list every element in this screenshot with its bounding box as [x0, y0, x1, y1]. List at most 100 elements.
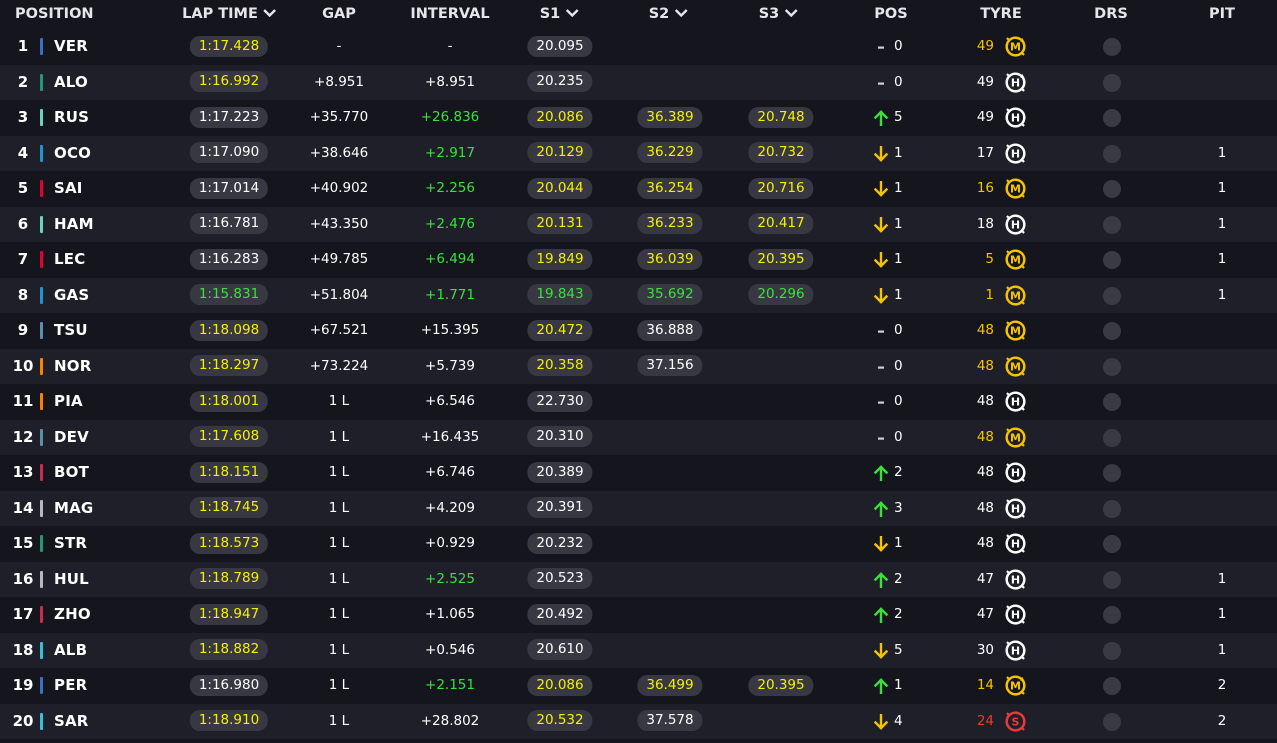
driver-code[interactable]: ALB [54, 640, 88, 659]
tyre-age: 47 [976, 606, 994, 622]
lap-time: 1:18.947 [189, 603, 269, 625]
position-number: 15 [12, 534, 34, 552]
header-s2[interactable]: S2 [649, 0, 688, 28]
lap-time-cell: 1:18.573 [189, 526, 269, 562]
table-row[interactable]: 2 ALO 1:16.992 +8.951 +8.951 20.235 0 49 H [0, 64, 1277, 100]
gap-value: +38.646 [309, 144, 369, 161]
interval-value: - [447, 38, 453, 54]
table-row[interactable]: 8 GAS 1:15.831 +51.804 +1.771 19.843 35.692 20.… [0, 277, 1277, 313]
team-color-bar [40, 357, 43, 375]
sector-1-time-cell: 22.730 [527, 384, 593, 420]
driver-code[interactable]: GAS [54, 285, 90, 304]
tyre-age: 30 [976, 641, 994, 658]
table-row[interactable]: 13 BOT 1:18.151 1 L +6.746 20.389 2 48 H [0, 455, 1277, 491]
interval-value: +28.802 [420, 712, 480, 729]
position-change-value: 5 [894, 641, 903, 658]
sector-2-time: 36.233 [637, 213, 703, 234]
header-s1[interactable]: S1 [540, 0, 579, 28]
team-color-bar [40, 464, 43, 481]
driver-code[interactable]: LEC [54, 250, 86, 268]
table-row[interactable]: 20 SAR 1:18.910 1 L +28.802 20.532 37.578 4 24 S 2 [0, 703, 1277, 739]
driver-code[interactable]: SAR [54, 711, 89, 730]
table-row[interactable]: 16 HUL 1:18.789 1 L +2.525 20.523 2 47 H 1 [0, 561, 1277, 597]
position-number: 6 [17, 214, 29, 233]
driver-code[interactable]: DEV [54, 427, 89, 446]
table-row[interactable]: 9 TSU 1:18.098 +67.521 +15.395 20.472 36.888 0 4… [0, 313, 1277, 349]
table-row[interactable]: 14 MAG 1:18.745 1 L +4.209 20.391 3 48 H [0, 490, 1277, 527]
sector-3-time-cell: 20.748 [748, 100, 814, 136]
table-row[interactable]: 6 HAM 1:16.781 +43.350 +2.476 20.131 36.233 20.… [0, 206, 1277, 243]
table-row[interactable]: 3 RUS 1:17.223 +35.770 +26.836 20.086 36.389 20… [0, 100, 1277, 136]
dash-icon [873, 394, 889, 410]
table-row[interactable]: 4 OCO 1:17.090 +38.646 +2.917 20.129 36.229 20.… [0, 135, 1277, 172]
interval-value: +4.209 [425, 499, 475, 516]
table-row[interactable]: 10 NOR 1:18.297 +73.224 +5.739 20.358 37.156 0 4… [0, 348, 1277, 385]
driver-code[interactable]: ALO [54, 72, 88, 91]
tyre-age: 17 [976, 144, 994, 161]
table-row[interactable]: 7 LEC 1:16.283 +49.785 +6.494 19.849 36.039 20.… [0, 242, 1277, 278]
driver-code[interactable]: NOR [54, 356, 92, 375]
sector-1-time-cell: 20.310 [527, 420, 593, 456]
driver-code[interactable]: OCO [54, 143, 92, 162]
sector-1-time: 19.849 [527, 248, 593, 270]
table-row[interactable]: 15 STR 1:18.573 1 L +0.929 20.232 1 48 H [0, 526, 1277, 562]
lap-time-cell: 1:16.980 [189, 668, 269, 704]
position-number: 14 [12, 498, 34, 517]
team-color-bar [40, 180, 43, 197]
driver-code[interactable]: SAI [54, 179, 83, 197]
driver-code[interactable]: VER [54, 37, 89, 55]
driver-code[interactable]: HAM [54, 214, 94, 233]
interval-value: +2.476 [425, 215, 475, 232]
sector-2-time: 35.692 [637, 284, 703, 305]
sector-1-time: 20.131 [527, 213, 593, 234]
table-row[interactable]: 1 VER 1:17.428 - - 20.095 0 49 M [0, 29, 1277, 65]
table-row[interactable]: 18 ALB 1:18.882 1 L +0.546 20.610 5 30 H 1 [0, 632, 1277, 668]
interval-value: +2.256 [425, 180, 475, 196]
table-row[interactable]: 5 SAI 1:17.014 +40.902 +2.256 20.044 36.254 20.… [0, 171, 1277, 207]
lap-time-cell: 1:17.014 [189, 171, 269, 207]
tyre-age: 14 [976, 677, 994, 693]
header-s3[interactable]: S3 [759, 0, 798, 28]
header-tyre: TYRE [980, 6, 1022, 22]
driver-code[interactable]: STR [54, 534, 88, 552]
sector-2-time-cell: 36.254 [637, 171, 703, 207]
table-row[interactable]: 11 PIA 1:18.001 1 L +6.546 22.730 0 48 H [0, 384, 1277, 420]
driver-code[interactable]: ZHO [54, 605, 91, 623]
drs-indicator-icon [1103, 73, 1121, 92]
position-number: 11 [12, 392, 34, 410]
position-change-value: 1 [894, 286, 903, 303]
tyre-age: 47 [976, 570, 994, 587]
driver-code[interactable]: RUS [54, 108, 90, 126]
pit-count: 2 [1217, 677, 1227, 693]
gap-value: 1 L [328, 393, 350, 409]
table-row[interactable]: 12 DEV 1:17.608 1 L +16.435 20.310 0 48 M [0, 419, 1277, 456]
lap-time-cell: 1:18.151 [189, 455, 269, 491]
svg-text:M: M [1010, 360, 1021, 373]
driver-code[interactable]: BOT [54, 463, 90, 481]
drs-indicator-icon [1103, 428, 1121, 447]
interval-value: +6.746 [425, 464, 475, 480]
team-color-bar [40, 393, 43, 410]
arrow-up-icon [873, 500, 889, 517]
sector-3-time-cell: 20.732 [748, 136, 814, 172]
sector-3-time-cell: 20.395 [748, 668, 814, 704]
driver-code[interactable]: PIA [54, 392, 83, 410]
lap-time-cell: 1:18.745 [189, 491, 269, 527]
hard-tyre-icon: H [1004, 142, 1027, 165]
driver-code[interactable]: MAG [54, 498, 94, 517]
pit-count: 1 [1217, 215, 1227, 232]
table-row[interactable]: 19 PER 1:16.980 1 L +2.151 20.086 36.499 20.395… [0, 668, 1277, 704]
sector-1-time-cell: 19.849 [527, 242, 593, 278]
lap-time-cell: 1:18.297 [189, 349, 269, 385]
driver-code[interactable]: HUL [54, 569, 89, 588]
table-row[interactable]: 17 ZHO 1:18.947 1 L +1.065 20.492 2 47 H 1 [0, 597, 1277, 633]
sector-1-time-cell: 20.131 [527, 207, 593, 243]
header-lap-time[interactable]: LAP TIME [182, 0, 276, 28]
drs-indicator-icon [1103, 570, 1121, 589]
driver-code[interactable]: PER [54, 676, 88, 694]
sector-1-time: 20.472 [527, 319, 593, 341]
drs-indicator-icon [1103, 641, 1121, 660]
tyre-age: 16 [976, 180, 994, 196]
driver-code[interactable]: TSU [54, 321, 88, 339]
gap-value: - [336, 38, 342, 54]
